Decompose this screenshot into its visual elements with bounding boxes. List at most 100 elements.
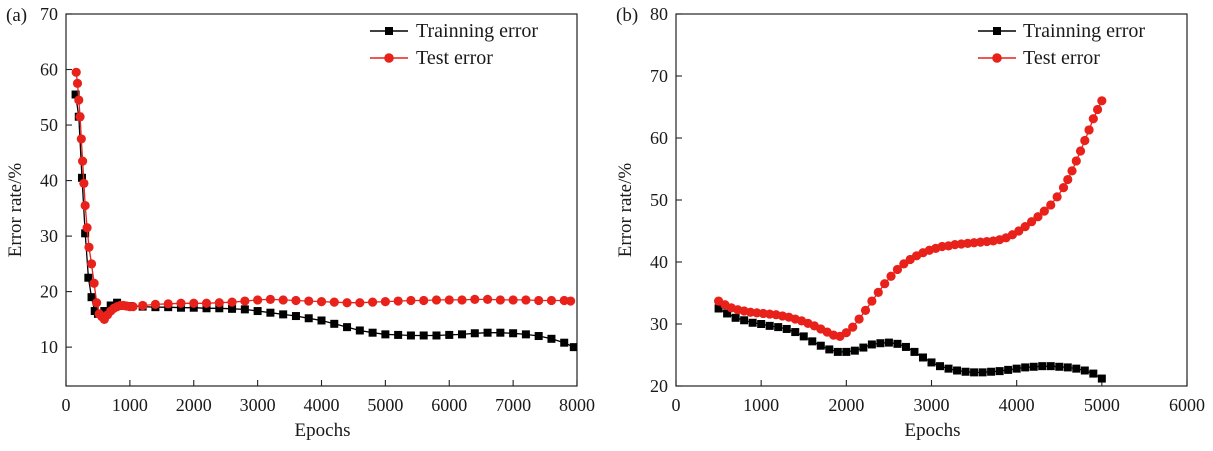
data-point xyxy=(80,200,90,211)
data-point xyxy=(936,362,945,371)
data-point xyxy=(731,313,740,322)
x-tick-label: 1000 xyxy=(112,395,148,415)
y-tick-label: 50 xyxy=(650,190,668,210)
series-test-error xyxy=(713,96,1107,341)
data-point xyxy=(202,304,211,313)
data-point xyxy=(92,298,102,308)
plot-frame xyxy=(675,13,1188,387)
data-point xyxy=(1046,200,1056,210)
data-point xyxy=(791,328,800,337)
data-point xyxy=(799,332,808,341)
data-point xyxy=(342,298,352,308)
series-line xyxy=(718,307,1103,380)
data-point xyxy=(72,78,83,89)
y-tick-label: 70 xyxy=(650,66,668,86)
panel-label: (b) xyxy=(616,5,638,26)
y-axis-label: Error rate/% xyxy=(5,163,26,258)
data-point xyxy=(1026,217,1037,227)
data-point xyxy=(723,309,732,318)
legend-entry: Test error xyxy=(370,47,493,69)
data-point xyxy=(521,295,531,305)
y-tick-label: 20 xyxy=(40,282,58,302)
series-line xyxy=(718,100,1103,338)
series-line xyxy=(75,72,571,321)
x-tick-label: 7000 xyxy=(495,395,531,415)
data-point xyxy=(150,299,161,309)
data-point xyxy=(854,314,864,324)
y-tick-label: 50 xyxy=(40,115,58,135)
data-point xyxy=(87,293,96,302)
data-point xyxy=(74,95,84,105)
data-point xyxy=(77,173,86,182)
data-point xyxy=(816,341,825,350)
data-point xyxy=(521,330,530,339)
data-point xyxy=(278,295,288,305)
data-point xyxy=(291,295,301,306)
y-tick-label: 40 xyxy=(650,252,668,272)
data-point xyxy=(884,338,893,347)
data-point xyxy=(1092,104,1103,115)
data-point xyxy=(841,328,851,338)
data-point xyxy=(100,307,109,316)
data-point xyxy=(406,295,416,306)
data-point xyxy=(833,347,842,356)
data-point xyxy=(495,295,505,305)
data-point xyxy=(901,342,910,351)
data-point xyxy=(748,318,757,327)
series-test-error xyxy=(71,67,576,324)
data-point xyxy=(978,368,987,377)
data-point xyxy=(1097,374,1106,383)
y-axis-label: Error rate/% xyxy=(615,163,636,258)
data-point xyxy=(1088,114,1098,124)
data-point xyxy=(84,242,94,252)
data-point xyxy=(961,367,970,376)
data-point xyxy=(1033,212,1043,222)
data-point xyxy=(317,316,326,325)
data-point xyxy=(848,322,858,332)
data-point xyxy=(842,347,851,356)
data-point xyxy=(163,299,173,309)
y-tick-label: 60 xyxy=(650,128,668,148)
y-tick-label: 10 xyxy=(40,337,58,357)
series-training-error xyxy=(71,90,577,352)
data-point xyxy=(215,304,224,313)
data-point xyxy=(330,319,339,328)
x-tick-label: 5000 xyxy=(1084,395,1120,415)
x-tick-label: 5000 xyxy=(367,395,403,415)
data-point xyxy=(534,332,543,341)
data-point xyxy=(765,321,774,330)
data-point xyxy=(444,295,454,305)
legend-entry: Test error xyxy=(978,47,1100,69)
data-point xyxy=(381,330,390,339)
data-point xyxy=(1084,125,1094,135)
data-point xyxy=(873,287,883,297)
x-tick-label: 4000 xyxy=(304,395,340,415)
data-point xyxy=(393,296,403,306)
data-point xyxy=(1071,156,1081,166)
data-point xyxy=(355,298,365,308)
data-point xyxy=(1058,183,1069,193)
y-tick-label: 30 xyxy=(650,314,668,334)
data-point xyxy=(470,329,479,338)
series-line xyxy=(74,94,575,348)
data-point xyxy=(368,297,378,307)
data-point xyxy=(825,345,834,354)
data-point xyxy=(893,339,902,348)
data-point xyxy=(380,297,390,307)
x-tick-label: 0 xyxy=(62,395,71,415)
data-point xyxy=(189,298,199,308)
x-tick-label: 6000 xyxy=(431,395,467,415)
data-point xyxy=(368,328,377,337)
y-tick-label: 40 xyxy=(40,171,58,191)
data-point xyxy=(86,259,97,269)
x-tick-label: 6000 xyxy=(1169,395,1205,415)
legend-label: Trainning error xyxy=(1023,20,1145,42)
x-tick-label: 2000 xyxy=(176,395,212,415)
data-point xyxy=(876,339,885,348)
data-point xyxy=(1029,362,1038,371)
data-point xyxy=(918,353,927,362)
data-point xyxy=(1012,364,1021,373)
data-point xyxy=(1080,366,1089,375)
data-point xyxy=(457,295,467,305)
